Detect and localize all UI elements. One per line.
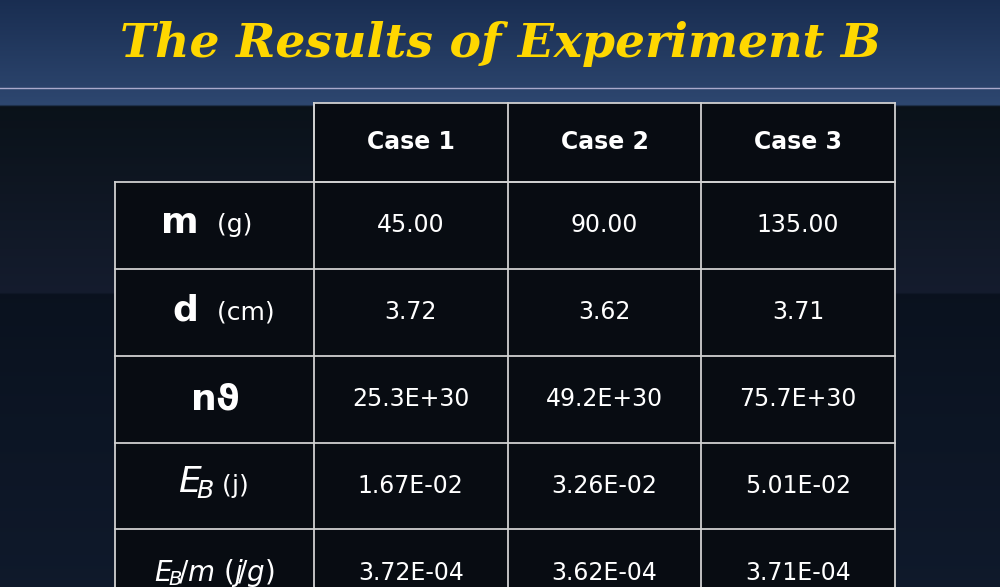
Text: 3.72: 3.72 (385, 301, 437, 324)
Bar (115, 529, 314, 587)
Bar (115, 356, 314, 443)
Bar (115, 443, 314, 529)
Bar (314, 529, 508, 587)
Text: 3.71E-04: 3.71E-04 (745, 561, 851, 585)
Text: $\mathit{E}_{\!\mathit{B}}\!/\mathit{m}\ (\mathit{j}\!/\mathit{g})$: $\mathit{E}_{\!\mathit{B}}\!/\mathit{m}\… (154, 557, 275, 587)
Bar (115, 269, 314, 356)
Text: 49.2E+30: 49.2E+30 (546, 387, 663, 411)
Bar (701, 103, 895, 182)
Text: Case 2: Case 2 (561, 130, 648, 154)
Bar (701, 443, 895, 529)
Text: $\mathbf{d}$: $\mathbf{d}$ (172, 294, 196, 328)
Text: The Results of Experiment B: The Results of Experiment B (120, 21, 880, 67)
Text: $\mathbf{n\vartheta}$: $\mathbf{n\vartheta}$ (190, 382, 239, 416)
Bar (701, 182, 895, 269)
Text: Case 3: Case 3 (754, 130, 842, 154)
Text: $\mathit{E}_{\!\mathit{B}}$: $\mathit{E}_{\!\mathit{B}}$ (178, 464, 214, 500)
Text: $\mathbf{m}$: $\mathbf{m}$ (160, 207, 196, 241)
Text: 75.7E+30: 75.7E+30 (739, 387, 857, 411)
Text: Case 1: Case 1 (367, 130, 455, 154)
Bar (314, 443, 508, 529)
Text: $\mathrm{(j)}$: $\mathrm{(j)}$ (214, 472, 249, 500)
Bar (508, 529, 701, 587)
Bar (701, 356, 895, 443)
Text: 135.00: 135.00 (757, 214, 839, 237)
Text: (cm): (cm) (209, 301, 275, 324)
Bar (508, 182, 701, 269)
Bar (314, 103, 508, 182)
Text: 90.00: 90.00 (571, 214, 638, 237)
Text: 45.00: 45.00 (377, 214, 445, 237)
Text: (g): (g) (209, 214, 253, 237)
Bar (508, 443, 701, 529)
Text: 3.72E-04: 3.72E-04 (358, 561, 464, 585)
Text: 25.3E+30: 25.3E+30 (352, 387, 469, 411)
Text: 3.62: 3.62 (578, 301, 631, 324)
Text: 3.26E-02: 3.26E-02 (552, 474, 657, 498)
Text: 3.71: 3.71 (772, 301, 824, 324)
Bar (701, 269, 895, 356)
Bar (508, 103, 701, 182)
Bar (701, 529, 895, 587)
Bar (508, 269, 701, 356)
Bar (508, 356, 701, 443)
Text: 3.62E-04: 3.62E-04 (552, 561, 657, 585)
Bar (314, 182, 508, 269)
Bar (314, 269, 508, 356)
Bar (314, 356, 508, 443)
Text: 1.67E-02: 1.67E-02 (358, 474, 464, 498)
Text: 5.01E-02: 5.01E-02 (745, 474, 851, 498)
Bar (115, 182, 314, 269)
